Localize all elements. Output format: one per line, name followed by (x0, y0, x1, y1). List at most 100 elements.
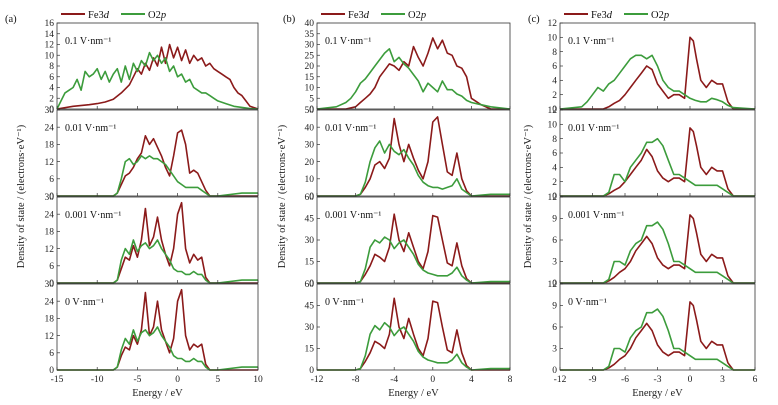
x-tick-label: 4 (469, 375, 474, 385)
y-tick-label: 45 (305, 302, 315, 312)
y-tick-label: 24 (45, 210, 55, 220)
y-tick-label: 0 (49, 366, 54, 376)
series-line-o2p (317, 140, 510, 197)
y-tick-label: 60 (305, 280, 315, 290)
x-tick-label: -5 (133, 375, 141, 385)
y-tick-label: 5 (309, 94, 314, 104)
x-tick-label: -4 (390, 375, 398, 385)
field-strength-label: 0.1 V·nm⁻¹ (325, 36, 371, 47)
legend: Fe3d O2p (564, 10, 669, 21)
y-tick-label: 0 (49, 105, 54, 115)
y-tick-label: 15 (305, 345, 315, 355)
series-line-o2p (57, 326, 258, 371)
y-tick-label: 0 (49, 279, 54, 289)
y-tick-label: 30 (305, 323, 315, 333)
y-tick-label: 20 (305, 158, 315, 168)
legend-label-fe3d: Fe3d (591, 10, 613, 21)
legend-label-o2p: O2p (148, 10, 166, 21)
y-tick-label: 6 (552, 323, 557, 333)
y-tick-label: 0 (49, 192, 54, 202)
y-tick-label: 0 (552, 366, 557, 376)
x-tick-label: 0 (430, 375, 435, 385)
series-line-fe3d (57, 201, 258, 284)
subplot-0: 0 2 4 6 8 10 12 0.1 V·nm⁻¹ (548, 19, 756, 115)
field-strength-label: 0.001 V·nm⁻¹ (65, 210, 121, 221)
y-tick-label: 12 (45, 41, 55, 51)
y-tick-label: 6 (552, 236, 557, 246)
y-tick-label: 6 (49, 73, 54, 83)
y-tick-label: 12 (45, 332, 55, 342)
series-line-o2p (56, 51, 259, 110)
y-tick-label: 20 (305, 62, 315, 72)
y-tick-label: 3 (552, 345, 557, 355)
series-line-fe3d (560, 36, 755, 110)
field-strength-label: 0.01 V·nm⁻¹ (568, 123, 619, 134)
y-tick-label: 15 (305, 73, 315, 83)
series-line-fe3d (317, 116, 510, 197)
series-line-o2p (317, 236, 510, 284)
subplot-1: 0 10 20 30 40 50 0.01 V·nm⁻¹ (305, 106, 511, 202)
field-strength-label: 0 V·nm⁻¹ (65, 297, 104, 308)
y-tick-label: 15 (305, 258, 315, 268)
series-line-o2p (559, 54, 756, 110)
series-line-o2p (316, 48, 511, 110)
y-tick-label: 4 (49, 84, 54, 94)
field-strength-label: 0.1 V·nm⁻¹ (568, 36, 614, 47)
field-strength-label: 0 V·nm⁻¹ (325, 297, 364, 308)
panel-c: (c) Fe3d O2p Density of state / (electrons·… (523, 10, 758, 399)
y-tick-label: 30 (45, 106, 55, 116)
y-tick-label: 8 (552, 48, 557, 58)
y-tick-label: 6 (49, 262, 54, 272)
subplot-2: 0 6 12 18 24 30 0.001 V·nm⁻¹ (45, 193, 259, 289)
y-tick-label: 2 (552, 91, 557, 101)
y-tick-label: 0 (309, 366, 314, 376)
y-tick-label: 0 (552, 192, 557, 202)
x-axis-title: Energy / eV (388, 388, 439, 399)
x-tick-label: 0 (175, 375, 180, 385)
x-tick-label: 6 (753, 375, 758, 385)
y-tick-label: 24 (45, 297, 55, 307)
subplot-1: 0 2 4 6 8 10 12 0.01 V·nm⁻¹ (548, 106, 756, 202)
y-tick-label: 40 (305, 123, 315, 133)
y-tick-label: 18 (45, 228, 55, 238)
y-tick-label: 10 (548, 34, 558, 44)
legend-label-fe3d: Fe3d (88, 10, 110, 21)
series-line-fe3d (317, 213, 510, 284)
field-strength-label: 0.01 V·nm⁻¹ (65, 123, 116, 134)
panel-a: (a) Fe3d O2p Density of state / (electrons·… (5, 10, 263, 399)
series-line-o2p (317, 321, 510, 371)
x-tick-label: -15 (51, 375, 64, 385)
y-tick-label: 0 (552, 105, 557, 115)
y-tick-label: 0 (309, 192, 314, 202)
y-tick-label: 2 (49, 94, 54, 104)
legend-label-o2p: O2p (651, 10, 669, 21)
y-tick-label: 30 (45, 193, 55, 203)
series-line-o2p (560, 221, 755, 284)
x-tick-label: 3 (720, 375, 725, 385)
y-tick-label: 4 (552, 77, 557, 87)
x-tick-label: -12 (554, 375, 567, 385)
y-tick-label: 25 (305, 51, 315, 61)
panel-letter: (b) (283, 14, 296, 25)
subplot-frame (56, 109, 259, 197)
field-strength-label: 0 V·nm⁻¹ (568, 297, 607, 308)
series-line-fe3d (56, 43, 259, 110)
field-strength-label: 0.01 V·nm⁻¹ (325, 123, 376, 134)
field-strength-label: 0.1 V·nm⁻¹ (65, 36, 111, 47)
panel-letter: (c) (528, 14, 540, 25)
legend: Fe3d O2p (321, 10, 426, 21)
y-tick-label: 35 (305, 30, 315, 40)
x-tick-label: -10 (91, 375, 104, 385)
subplot-2: 0 15 30 45 60 0.001 V·nm⁻¹ (305, 193, 511, 289)
series-line-o2p (560, 137, 755, 197)
y-axis-title: Density of state / (electrons·eV⁻¹) (16, 124, 27, 268)
series-line-fe3d (317, 297, 510, 371)
y-tick-label: 0 (309, 105, 314, 115)
y-axis-title: Density of state / (electrons·eV⁻¹) (277, 124, 288, 268)
y-tick-label: 30 (305, 141, 315, 151)
panel-letter: (a) (5, 14, 17, 25)
series-line-fe3d (560, 214, 755, 284)
y-tick-label: 10 (548, 121, 558, 131)
y-tick-label: 45 (305, 215, 315, 225)
